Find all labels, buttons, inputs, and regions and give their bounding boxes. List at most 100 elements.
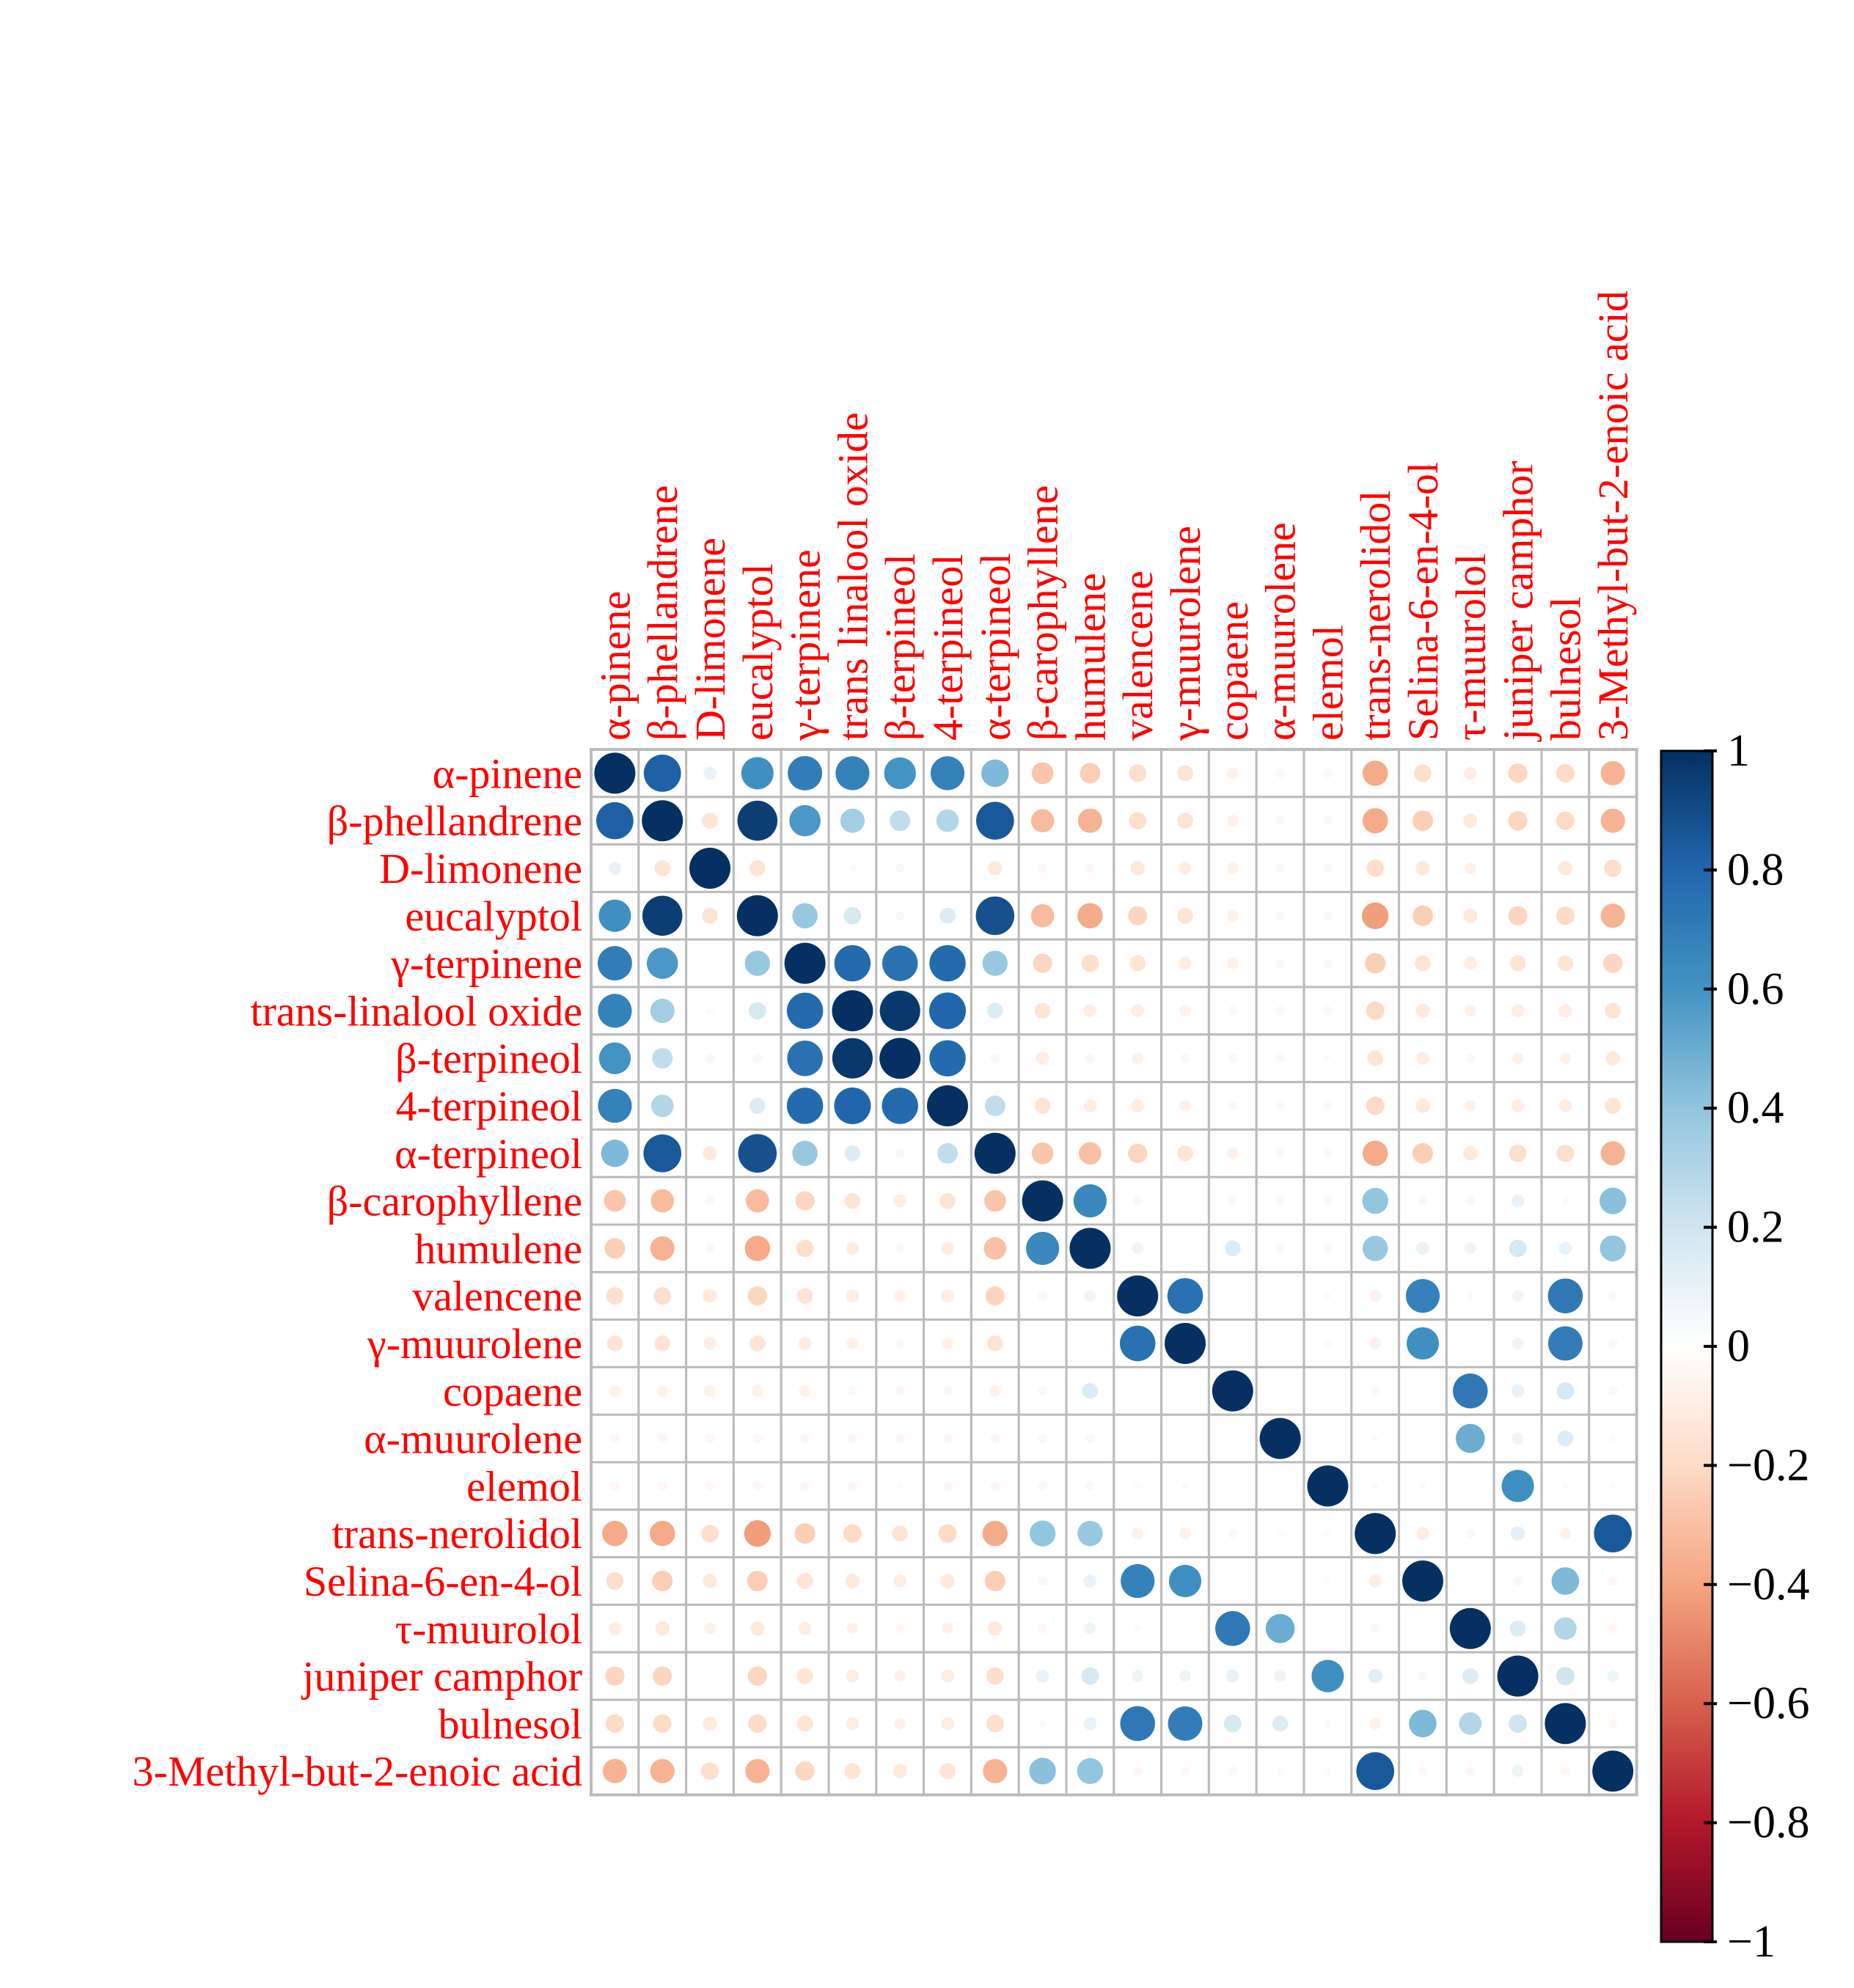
correlation-circle: [1367, 1050, 1384, 1067]
correlation-circle: [1465, 1528, 1476, 1538]
column-label: β-carophyllene: [1019, 485, 1067, 741]
correlation-circle: [689, 848, 730, 889]
correlation-circle: [846, 1241, 860, 1255]
correlation-circle: [795, 1191, 815, 1211]
correlation-circle: [1120, 1706, 1155, 1742]
correlation-circle: [1029, 1520, 1056, 1547]
correlation-circle: [895, 1434, 905, 1443]
correlation-circle: [1083, 1099, 1097, 1112]
correlation-circle: [1030, 903, 1055, 928]
correlation-circle: [1464, 862, 1476, 874]
correlation-circle: [1324, 1340, 1332, 1347]
correlation-circle: [598, 1042, 631, 1074]
correlation-circle: [940, 1574, 955, 1588]
correlation-circle: [840, 808, 865, 833]
correlation-circle: [1561, 1482, 1569, 1490]
correlation-circle: [1512, 1052, 1524, 1065]
correlation-circle: [1179, 1670, 1191, 1682]
correlation-circle: [1559, 1052, 1572, 1065]
correlation-circle: [799, 1384, 811, 1397]
correlation-matrix: [590, 748, 1638, 1797]
column-label: γ-terpinene: [782, 549, 829, 741]
correlation-circle: [1547, 1326, 1583, 1361]
correlation-circle: [1556, 906, 1575, 925]
correlation-circle: [1022, 1180, 1063, 1222]
correlation-circle: [748, 1714, 767, 1733]
correlation-circle: [1129, 955, 1146, 972]
column-label: valencene: [1114, 571, 1162, 741]
correlation-circle: [654, 860, 671, 876]
matrix-cell: [1160, 1223, 1210, 1274]
correlation-circle: [941, 1241, 954, 1255]
correlation-circle: [988, 861, 1003, 876]
correlation-circle: [1119, 1325, 1156, 1362]
correlation-circle: [1168, 1564, 1202, 1598]
correlation-circle: [1509, 1620, 1526, 1637]
correlation-circle: [982, 950, 1008, 976]
correlation-circle: [844, 1145, 861, 1162]
correlation-circle: [1508, 906, 1528, 925]
matrix-cell: [1207, 1271, 1258, 1321]
correlation-circle: [936, 809, 959, 832]
row-label: juniper camphor: [301, 1653, 582, 1701]
matrix-cell: [685, 938, 735, 989]
correlation-circle: [1402, 1560, 1443, 1602]
correlation-circle: [1558, 1241, 1572, 1255]
matrix-cell: [1017, 1318, 1068, 1368]
correlation-circle: [650, 1758, 675, 1783]
correlation-circle: [796, 1239, 814, 1258]
correlation-circle: [1362, 1187, 1388, 1214]
correlation-circle: [1275, 769, 1285, 778]
colorbar-tick-label: 0.4: [1727, 1083, 1784, 1133]
matrix-cell: [875, 1556, 926, 1606]
correlation-circle: [1465, 1053, 1476, 1063]
correlation-circle: [1029, 1758, 1056, 1785]
column-label: elemol: [1304, 625, 1352, 741]
correlation-circle: [1561, 1197, 1569, 1205]
matrix-cell: [1492, 843, 1543, 893]
row-label: eucalyptol: [405, 892, 582, 940]
matrix-cell: [685, 1651, 735, 1701]
correlation-circle: [1036, 1669, 1049, 1683]
matrix-cell: [1113, 1413, 1163, 1464]
correlation-circle: [1079, 1142, 1102, 1165]
correlation-circle: [1464, 1242, 1476, 1255]
correlation-circle: [701, 1525, 719, 1543]
correlation-circle: [744, 950, 771, 976]
correlation-circle: [652, 1048, 673, 1069]
correlation-circle: [1228, 1006, 1238, 1016]
correlation-circle: [983, 1237, 1007, 1260]
correlation-circle: [1226, 909, 1239, 922]
correlation-circle: [1365, 953, 1386, 974]
correlation-circle: [1324, 1577, 1332, 1585]
correlation-circle: [650, 1236, 675, 1261]
column-label: γ-muurolene: [1162, 526, 1209, 741]
correlation-circle: [1223, 1714, 1242, 1733]
correlation-circle: [1414, 764, 1432, 782]
correlation-circle: [643, 755, 681, 792]
correlation-circle: [1275, 1101, 1285, 1111]
correlation-circle: [1038, 1481, 1047, 1491]
row-label: γ-terpinene: [390, 940, 582, 988]
correlation-circle: [1131, 1004, 1145, 1018]
correlation-circle: [895, 911, 905, 921]
correlation-circle: [1369, 1717, 1382, 1730]
correlation-circle: [1463, 956, 1477, 970]
correlation-circle: [1085, 1481, 1095, 1491]
correlation-circle: [1132, 1670, 1144, 1682]
correlation-circle: [930, 756, 965, 791]
correlation-circle: [1228, 1053, 1238, 1063]
matrix-cell: [1398, 1365, 1448, 1416]
matrix-cell: [970, 1651, 1020, 1701]
correlation-circle: [653, 1666, 673, 1686]
column-label: α-terpineol: [972, 553, 1019, 741]
correlation-circle: [796, 1715, 813, 1732]
correlation-circle: [1224, 1240, 1241, 1257]
correlation-circle: [745, 1758, 770, 1783]
correlation-circle: [1592, 1750, 1634, 1792]
matrix-cell: [1065, 1318, 1115, 1368]
correlation-circle: [942, 1481, 953, 1491]
matrix-cell: [1445, 1461, 1495, 1511]
correlation-circle: [984, 1571, 1005, 1591]
